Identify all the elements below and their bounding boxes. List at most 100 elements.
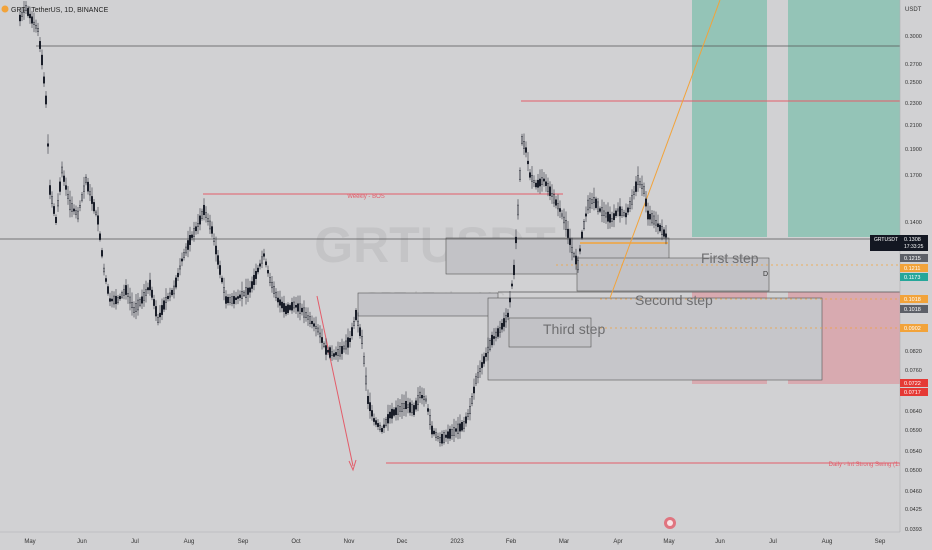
profit-zone-2[interactable]	[788, 0, 900, 237]
time-tick-label: Jun	[715, 539, 725, 545]
candle	[351, 322, 354, 340]
candle	[102, 263, 105, 276]
candle	[220, 275, 223, 284]
candle	[194, 221, 197, 235]
candle	[509, 291, 512, 308]
daily-swing-label: Daily - Int Strong Swing (1x)	[829, 462, 904, 468]
candle	[134, 294, 137, 320]
candle	[657, 214, 660, 235]
candle	[441, 430, 444, 447]
candle	[541, 169, 544, 192]
down-arrow[interactable]	[316, 295, 357, 472]
candle	[303, 300, 306, 324]
time-tick-label: Jul	[131, 539, 139, 545]
candle	[617, 202, 620, 217]
time-tick-label: May	[24, 539, 35, 545]
candle	[329, 345, 332, 360]
candle	[188, 226, 191, 252]
candle	[595, 196, 598, 210]
candle	[174, 275, 177, 290]
candle	[663, 227, 666, 239]
candle	[76, 206, 79, 223]
candle	[655, 211, 658, 233]
candle	[250, 276, 253, 293]
candle	[132, 301, 135, 318]
candle	[515, 229, 518, 250]
price-tick-label: 0.0820	[905, 349, 922, 355]
candle	[555, 195, 558, 209]
tradingview-record-icon[interactable]	[664, 517, 676, 529]
candle	[222, 277, 225, 301]
candle	[218, 260, 221, 279]
header-symbol-line[interactable]: GRT / TetherUS, 1D, BINANCE	[11, 7, 109, 14]
time-tick-label: Sep	[875, 539, 886, 545]
candle	[559, 200, 562, 218]
candle	[451, 424, 454, 440]
candle	[381, 425, 384, 434]
price-tick-label: 0.0500	[905, 468, 922, 474]
candle	[202, 198, 205, 221]
time-tick-label: Feb	[506, 539, 517, 545]
candle	[41, 49, 44, 70]
candle	[305, 307, 308, 322]
candle	[621, 206, 624, 218]
candle	[499, 320, 502, 338]
candle	[463, 416, 466, 433]
price-tick-label: 0.1400	[905, 220, 922, 226]
candle	[293, 296, 296, 313]
zone-box-second-step[interactable]	[357, 292, 499, 317]
candle	[429, 408, 432, 430]
candle	[257, 265, 260, 275]
candle	[557, 194, 560, 217]
candle	[415, 397, 418, 412]
price-tag-tp_green: 0.1173	[900, 273, 928, 281]
time-tick-label: Sep	[238, 539, 249, 545]
candle	[641, 175, 644, 196]
candle	[297, 295, 300, 318]
candle	[501, 319, 504, 333]
price-tag-value: 0.1018	[904, 297, 921, 303]
candle	[615, 208, 618, 218]
candle	[607, 202, 610, 230]
orange-trend-line[interactable]	[609, 0, 721, 299]
candle	[661, 219, 664, 241]
candle	[337, 341, 340, 362]
candle	[66, 186, 69, 205]
candle	[363, 352, 366, 367]
candle	[601, 199, 604, 223]
candle	[493, 328, 496, 346]
candle	[261, 250, 264, 269]
zone-box-first-step-ext[interactable]	[576, 257, 770, 292]
candle	[259, 259, 262, 270]
candle	[37, 22, 40, 37]
price-tick-label: 0.2100	[905, 123, 922, 129]
candle	[168, 287, 171, 302]
price-tag-value: 0.0717	[904, 390, 921, 396]
candle	[625, 203, 628, 225]
candle	[152, 294, 155, 310]
candle	[397, 398, 400, 421]
profit-zone-1[interactable]	[692, 0, 767, 237]
candle	[651, 210, 654, 226]
candle	[144, 280, 147, 303]
candle	[435, 428, 438, 441]
zone-box-third-step[interactable]	[508, 317, 592, 348]
candle	[393, 407, 396, 418]
candle	[114, 289, 117, 310]
candle	[419, 385, 422, 403]
candle	[200, 208, 203, 221]
candle	[569, 228, 572, 253]
candle	[234, 291, 237, 305]
candle	[375, 417, 378, 428]
candle	[421, 387, 424, 405]
candle	[80, 192, 83, 203]
candle	[455, 420, 458, 438]
candle	[246, 278, 249, 302]
weekly-bos-label: Weekly - BOS	[347, 194, 385, 200]
time-axis[interactable]	[0, 532, 900, 550]
candlestick-series[interactable]	[19, 0, 668, 447]
candle	[248, 280, 251, 298]
second-step-label: Second step	[635, 292, 713, 308]
price-tag-value: 0.1018	[904, 307, 921, 313]
